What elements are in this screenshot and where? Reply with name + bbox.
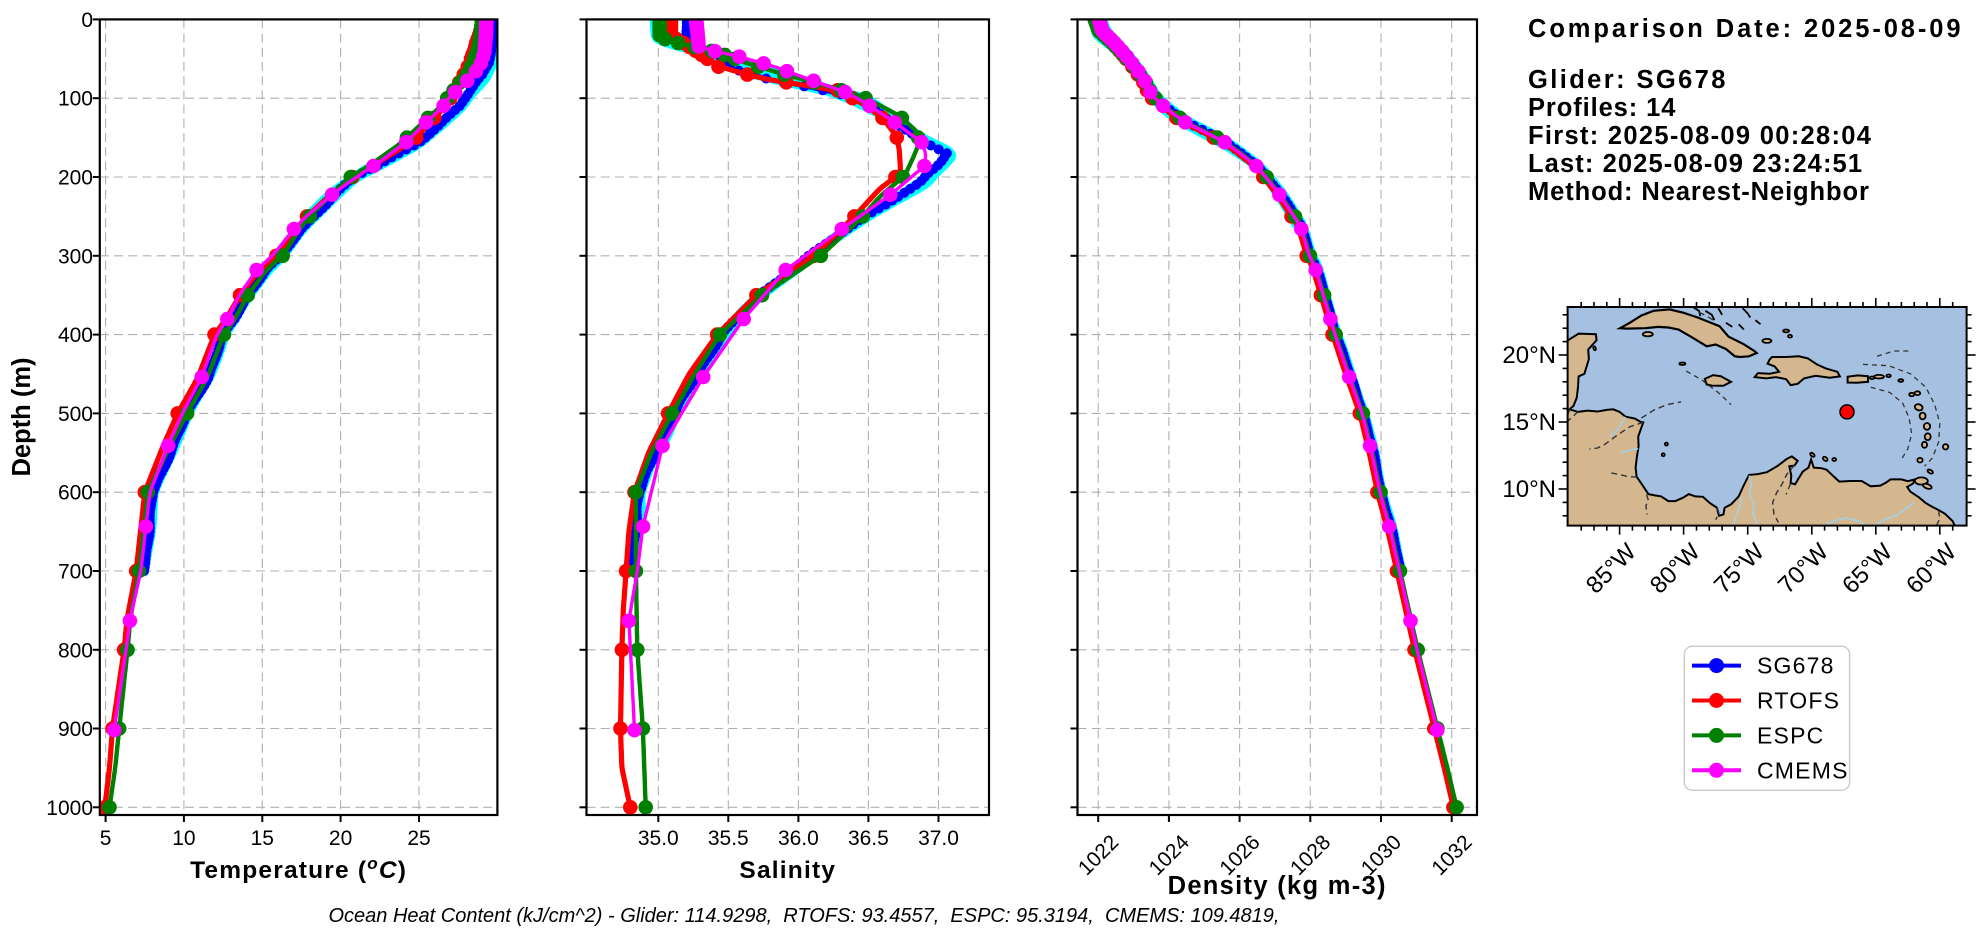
svg-text:Salinity: Salinity — [739, 857, 836, 884]
svg-text:SG678: SG678 — [1757, 653, 1835, 679]
svg-text:5: 5 — [100, 827, 112, 850]
svg-text:ESPC: ESPC — [1757, 722, 1824, 748]
svg-text:37.0: 37.0 — [918, 827, 959, 850]
svg-text:400: 400 — [58, 324, 93, 347]
svg-text:900: 900 — [58, 718, 93, 741]
svg-text:1000: 1000 — [46, 797, 93, 820]
svg-text:Comparison Date: 2025-08-09: Comparison Date: 2025-08-09 — [1528, 15, 1963, 43]
svg-text:RTOFS: RTOFS — [1757, 688, 1840, 714]
svg-text:CMEMS: CMEMS — [1757, 757, 1849, 783]
svg-text:First: 2025-08-09 00:28:04: First: 2025-08-09 00:28:04 — [1528, 122, 1872, 150]
svg-text:Ocean Heat Content (kJ/cm^2) -: Ocean Heat Content (kJ/cm^2) - Glider: 1… — [329, 905, 1280, 927]
svg-text:700: 700 — [58, 561, 93, 584]
svg-text:Method: Nearest-Neighbor: Method: Nearest-Neighbor — [1528, 178, 1870, 206]
svg-text:Depth (m): Depth (m) — [8, 358, 36, 477]
svg-text:25: 25 — [407, 827, 430, 850]
svg-text:500: 500 — [58, 403, 93, 426]
svg-text:20: 20 — [329, 827, 352, 850]
svg-text:Last: 2025-08-09 23:24:51: Last: 2025-08-09 23:24:51 — [1528, 150, 1863, 178]
svg-text:10°N: 10°N — [1502, 476, 1556, 503]
svg-text:36.0: 36.0 — [778, 827, 819, 850]
svg-text:600: 600 — [58, 482, 93, 505]
svg-text:20°N: 20°N — [1502, 342, 1556, 369]
svg-text:300: 300 — [58, 245, 93, 268]
svg-text:Profiles: 14: Profiles: 14 — [1528, 94, 1676, 122]
svg-text:800: 800 — [58, 639, 93, 662]
svg-text:200: 200 — [58, 167, 93, 190]
svg-text:Density (kg m-3): Density (kg m-3) — [1168, 872, 1387, 900]
svg-text:35.0: 35.0 — [638, 827, 679, 850]
svg-text:100: 100 — [58, 88, 93, 111]
svg-text:0: 0 — [81, 9, 93, 32]
svg-text:35.5: 35.5 — [708, 827, 749, 850]
svg-text:36.5: 36.5 — [848, 827, 889, 850]
svg-text:15: 15 — [251, 827, 274, 850]
svg-text:Glider: SG678: Glider: SG678 — [1528, 66, 1728, 94]
svg-text:15°N: 15°N — [1502, 409, 1556, 436]
svg-text:10: 10 — [172, 827, 195, 850]
